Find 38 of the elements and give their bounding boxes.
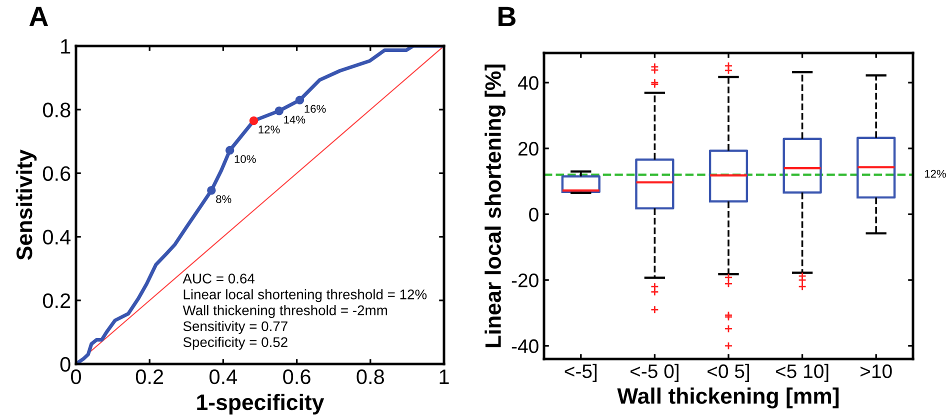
y-tick-label: 0 [529, 208, 538, 222]
x-tick-label: 0.8 [356, 369, 384, 384]
x-tick-label: <-5 0] [630, 364, 678, 382]
x-tick-label: <-5] [564, 364, 597, 382]
annotation: 16% [304, 104, 326, 113]
ref-line-label: 12% [924, 170, 946, 178]
x-tick-label: 0.2 [136, 369, 164, 384]
y-tick-label: 0.6 [42, 166, 70, 181]
annotation: Sensitivity = 0.77 [183, 320, 288, 334]
annotation: Specificity = 0.52 [183, 336, 288, 350]
y-tick-label: 20 [518, 142, 538, 156]
annotation: 14% [284, 116, 306, 124]
annotation: 12% [258, 126, 280, 134]
annotation: Wall thickening threshold = -2mm [182, 305, 387, 318]
x-tick-label: 0.6 [283, 369, 310, 384]
x-tick-label: 1 [440, 370, 449, 384]
y-axis-title: Sensitivity [16, 150, 37, 260]
x-tick-label: >10 [860, 364, 892, 378]
annotation: Linear local shortening threshold = 12% [184, 289, 427, 302]
text: B [498, 6, 516, 26]
x-tick-label: 0 [71, 369, 81, 384]
y-tick-label: 0.8 [42, 102, 70, 118]
x-axis-title: 1-specificity [197, 394, 324, 415]
annotation: AUC = 0.64 [182, 274, 254, 284]
y-tick-label: -20 [512, 274, 538, 288]
y-tick-label: -40 [512, 339, 538, 354]
x-tick-label: 0.4 [210, 369, 238, 384]
x-axis-title: Wall thickening [mm] [617, 388, 839, 408]
y-tick-label: 40 [518, 76, 538, 90]
annotation: 10% [234, 155, 256, 164]
x-tick-label: <5 10] [776, 364, 828, 382]
y-tick-label: 0.4 [42, 230, 71, 245]
y-tick-label: 1 [61, 39, 70, 54]
x-tick-label: <0 5] [708, 364, 750, 382]
annotation: 8% [216, 195, 232, 204]
y-tick-label: 0.2 [42, 293, 70, 308]
text: A [29, 6, 48, 26]
y-axis-title: Linear local shortening [%] [484, 64, 506, 348]
